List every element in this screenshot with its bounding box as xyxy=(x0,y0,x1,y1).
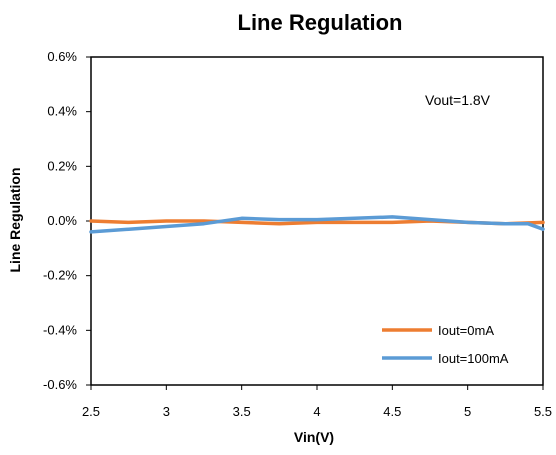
x-axis-ticks: 2.5 3 3.5 4 4.5 5 5.5 xyxy=(82,385,552,419)
x-tick-label: 3 xyxy=(163,404,170,419)
y-axis-ticks: 0.6% 0.4% 0.2% 0.0% -0.2% -0.4% -0.6% xyxy=(43,49,91,392)
y-tick-label: -0.6% xyxy=(43,377,77,392)
x-tick-label: 5 xyxy=(464,404,471,419)
series-line-2 xyxy=(89,215,545,234)
x-tick-label: 4.5 xyxy=(383,404,401,419)
y-tick-label: 0.4% xyxy=(47,104,77,119)
y-tick-label: -0.2% xyxy=(43,268,77,283)
chart-title: Line Regulation xyxy=(238,10,403,35)
x-tick-label: 2.5 xyxy=(82,404,100,419)
x-tick-label: 5.5 xyxy=(534,404,552,419)
y-tick-label: 0.2% xyxy=(47,158,77,173)
legend: Iout=0mA Iout=100mA xyxy=(382,323,509,366)
legend-label-2: Iout=100mA xyxy=(438,351,509,366)
x-tick-label: 3.5 xyxy=(233,404,251,419)
x-tick-label: 4 xyxy=(313,404,320,419)
y-axis-label: Line Regulation xyxy=(7,168,23,273)
y-tick-label: -0.4% xyxy=(43,322,77,337)
x-axis-label: Vin(V) xyxy=(294,429,334,445)
legend-label-1: Iout=0mA xyxy=(438,323,494,338)
y-tick-label: 0.6% xyxy=(47,49,77,64)
y-tick-label: 0.0% xyxy=(47,213,77,228)
series-lines xyxy=(89,215,545,234)
vout-annotation: Vout=1.8V xyxy=(425,92,491,108)
